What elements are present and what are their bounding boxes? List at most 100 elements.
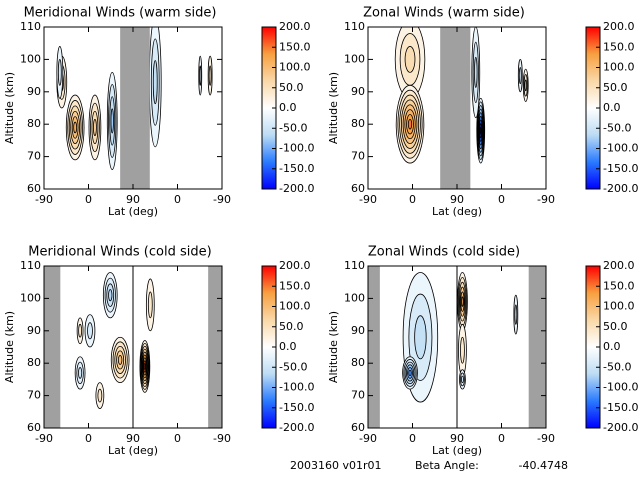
colorbar-tick-label: 0.0 <box>279 101 297 114</box>
contour-feature <box>74 356 86 390</box>
y-tick-label: 90 <box>351 85 365 98</box>
y-axis-label: Altitude (km) <box>327 72 340 144</box>
contour-feature <box>517 58 523 93</box>
x-tick-label: 0 <box>174 432 181 445</box>
contour-feature <box>84 314 96 348</box>
colorbar-tick-label: -150.0 <box>603 401 638 414</box>
x-tick-label: -90 <box>213 432 231 445</box>
colorbar-tick-label: 50.0 <box>279 81 304 94</box>
y-tick-label: 90 <box>351 324 365 337</box>
colorbar-tick-label: -150.0 <box>279 162 314 175</box>
colorbar-tick-label: -200.0 <box>279 421 314 434</box>
y-tick-label: 110 <box>344 259 365 272</box>
x-tick-label: 90 <box>450 193 464 206</box>
y-tick-label: 110 <box>20 20 41 33</box>
x-tick-label: -90 <box>537 193 555 206</box>
contour-level <box>117 355 123 365</box>
contour-level <box>414 315 427 360</box>
x-tick-label: 0 <box>409 432 416 445</box>
contour-level <box>407 118 413 130</box>
colorbar-tick-label: -50.0 <box>279 360 307 373</box>
contour-level <box>461 296 464 307</box>
colorbar-tick-label: 150.0 <box>603 279 635 292</box>
contour-level <box>479 126 482 135</box>
contour-level <box>199 65 202 86</box>
x-tick-label: 90 <box>126 193 140 206</box>
data-gap <box>368 266 380 428</box>
x-tick-label: -90 <box>537 432 555 445</box>
x-tick-label: -90 <box>359 193 377 206</box>
data-gap <box>440 27 471 189</box>
contour-feature <box>106 71 118 170</box>
contour-level <box>518 67 522 85</box>
contour-level <box>93 118 97 136</box>
colorbar-tick-label: 200.0 <box>603 20 635 33</box>
contour-feature <box>457 272 468 332</box>
contour-level <box>461 375 464 384</box>
contour-level <box>97 388 103 403</box>
contour-feature <box>459 369 466 390</box>
plot-area <box>56 27 213 189</box>
y-axis-label: Altitude (km) <box>3 311 16 383</box>
x-tick-label: -90 <box>35 432 53 445</box>
contour-feature <box>110 336 130 384</box>
colorbar-tick-label: 100.0 <box>279 61 311 74</box>
y-tick-label: 80 <box>351 356 365 369</box>
x-tick-label: 0 <box>498 193 505 206</box>
y-tick-label: 70 <box>351 389 365 402</box>
contour-feature <box>88 94 102 161</box>
x-tick-label: 0 <box>409 193 416 206</box>
colorbar-tick-label: 100.0 <box>603 300 635 313</box>
y-tick-label: 60 <box>27 182 41 195</box>
contour-level <box>460 336 465 364</box>
colorbar-tick-label: 200.0 <box>603 259 635 272</box>
colorbar-tick-label: 200.0 <box>279 20 311 33</box>
contour-feature <box>56 46 64 99</box>
contour-level <box>524 79 527 92</box>
contour-level <box>474 56 478 88</box>
y-tick-label: 80 <box>351 117 365 130</box>
colorbar-tick-label: -150.0 <box>279 401 314 414</box>
colorbar-tick-label: 100.0 <box>603 61 635 74</box>
chart-title: Meridional Winds (warm side) <box>24 6 217 21</box>
x-tick-label: 0 <box>85 432 92 445</box>
x-tick-label: -90 <box>359 432 377 445</box>
contour-feature <box>476 97 486 164</box>
y-axis-label: Altitude (km) <box>327 311 340 383</box>
contour-feature <box>402 356 418 390</box>
contour-level <box>147 291 153 319</box>
colorbar-tick-label: 50.0 <box>603 81 628 94</box>
y-tick-label: 80 <box>27 117 41 130</box>
colorbar-tick-label: -100.0 <box>279 142 314 155</box>
colorbar-tick-label: -200.0 <box>603 421 638 434</box>
x-tick-label: -90 <box>35 193 53 206</box>
contour-feature <box>207 55 213 96</box>
y-tick-label: 70 <box>351 150 365 163</box>
colorbar-tick-label: 200.0 <box>279 259 311 272</box>
y-tick-label: 70 <box>27 150 41 163</box>
plot-area <box>394 27 529 189</box>
colorbar-tick-label: 100.0 <box>279 300 311 313</box>
colorbar-tick-label: -150.0 <box>603 162 638 175</box>
x-tick-label: 0 <box>498 432 505 445</box>
y-tick-label: 100 <box>20 52 41 65</box>
contour-feature <box>458 323 467 377</box>
run-label: 2003160 v01r01 <box>290 459 382 472</box>
y-tick-label: 60 <box>351 182 365 195</box>
contour-feature <box>139 340 151 393</box>
plot-area <box>44 266 222 428</box>
beta-value: -40.4748 <box>519 459 568 472</box>
contour-level <box>87 322 93 340</box>
y-tick-label: 100 <box>344 52 365 65</box>
x-tick-label: 90 <box>450 432 464 445</box>
y-tick-label: 110 <box>20 259 41 272</box>
chart-title: Zonal Winds (cold side) <box>368 245 520 260</box>
colorbar-tick-label: -50.0 <box>279 121 307 134</box>
contour-level <box>514 304 518 325</box>
y-axis-label: Altitude (km) <box>3 72 16 144</box>
x-tick-label: 90 <box>126 432 140 445</box>
